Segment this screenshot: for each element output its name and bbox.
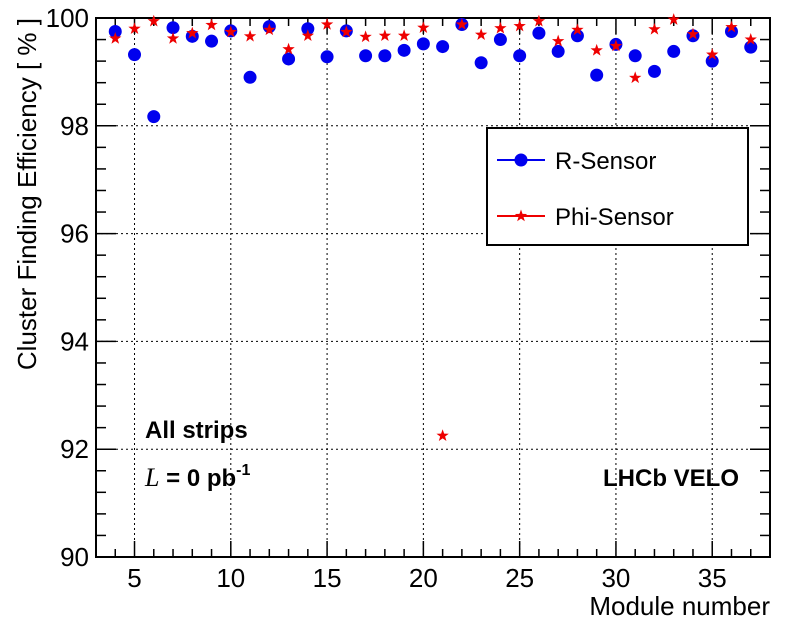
phi-sensor-point (648, 22, 661, 35)
y-axis-label: Cluster Finding Efficiency [ % ] (12, 18, 42, 370)
phi-sensor-point (629, 71, 642, 84)
y-tick-label: 92 (60, 434, 89, 464)
r-sensor-point (147, 110, 161, 124)
r-sensor-point (628, 49, 642, 63)
phi-sensor-point (590, 43, 603, 56)
r-sensor-point (474, 56, 488, 70)
x-tick-label: 20 (409, 563, 438, 593)
y-tick-label: 98 (60, 111, 89, 141)
phi-sensor-point (205, 18, 218, 31)
legend-star-shape (514, 209, 528, 222)
r-sensor-point (397, 43, 411, 57)
phi-sensor-point (744, 33, 757, 45)
y-tick-labels: 90 92 94 96 98 100 (46, 3, 89, 572)
phi-sensor-point (706, 48, 719, 60)
r-sensor-point (570, 29, 584, 43)
x-tick-label: 5 (127, 563, 141, 593)
legend-box (486, 127, 749, 246)
legend-phi-sensor-label: Phi-Sensor (555, 204, 674, 231)
x-tick-label: 30 (601, 563, 630, 593)
x-tick-labels: 5 10 15 20 25 30 35 (127, 563, 726, 593)
y-tick-label: 96 (60, 219, 89, 249)
r-sensor-point (108, 24, 122, 38)
r-sensor-point (128, 48, 142, 62)
r-sensor-point (744, 40, 758, 54)
annotation-luminosity: L = 0 pb-1 (144, 462, 250, 492)
phi-sensor-point (109, 31, 122, 44)
legend-phi-sensor-marker (514, 209, 528, 222)
phi-sensor-point (436, 429, 449, 441)
x-tick-label: 15 (313, 563, 342, 593)
r-sensor-point (416, 37, 430, 51)
annotation-experiment: LHCb VELO (603, 465, 739, 492)
phi-sensor-point (494, 21, 507, 34)
r-sensor-point (493, 33, 507, 47)
phi-sensor-point (243, 29, 257, 42)
phi-sensor-point (725, 20, 738, 33)
x-axis-label: Module number (589, 591, 770, 621)
r-sensor-point (647, 64, 661, 78)
phi-sensor-point (320, 17, 334, 30)
x-tick-label: 25 (505, 563, 534, 593)
phi-sensor-point (263, 23, 276, 36)
phi-sensor-point (455, 17, 469, 30)
r-sensor-point (705, 54, 719, 68)
r-sensor-point (551, 44, 565, 58)
phi-sensor-point (417, 21, 430, 33)
luminosity-symbol: L (144, 463, 159, 492)
phi-sensor-point (340, 25, 353, 38)
r-sensor-point (667, 44, 681, 58)
r-sensor-point (590, 68, 604, 82)
luminosity-exponent: -1 (236, 462, 250, 479)
phi-sensor-point (397, 29, 411, 42)
luminosity-value: = 0 pb (159, 465, 236, 492)
data-points (108, 13, 758, 441)
phi-sensor-point (551, 34, 565, 47)
phi-sensor-point (532, 14, 546, 27)
phi-sensor-point (301, 29, 315, 42)
annotation-all-strips: All strips (145, 417, 248, 444)
y-tick-label: 90 (60, 542, 89, 572)
phi-sensor-point (667, 13, 680, 25)
r-sensor-point (359, 49, 373, 63)
phi-sensor-point (571, 23, 584, 36)
phi-sensor-point (147, 14, 160, 27)
r-sensor-point (301, 22, 315, 36)
r-sensor-point (205, 34, 219, 48)
r-sensor-point (166, 21, 180, 35)
phi-sensor-point (686, 27, 700, 40)
legend: R-Sensor Phi-Sensor (486, 127, 749, 246)
r-sensor-point (532, 26, 546, 40)
r-sensor-point (436, 40, 450, 54)
phi-sensor-point (359, 30, 372, 43)
r-sensor-point (378, 49, 392, 63)
phi-sensor-point (609, 39, 623, 52)
r-sensor-point (513, 49, 527, 63)
phi-sensor-point (513, 19, 526, 32)
legend-r-sensor-marker (514, 153, 528, 167)
phi-sensor-point (224, 25, 237, 38)
phi-sensor-point (186, 26, 199, 39)
r-sensor-point (282, 52, 296, 66)
phi-sensor-point (166, 31, 180, 44)
r-sensor-point (243, 70, 257, 84)
phi-sensor-point (378, 29, 392, 42)
x-tick-label: 10 (216, 563, 245, 593)
y-tick-label: 100 (46, 3, 89, 33)
phi-sensor-point (128, 22, 141, 35)
legend-r-sensor-label: R-Sensor (555, 148, 656, 175)
r-sensor-point (320, 50, 334, 64)
plot-frame (95, 17, 771, 558)
r-sensor-point (724, 24, 738, 38)
y-tick-label: 94 (60, 326, 89, 356)
phi-sensor-point (282, 42, 295, 55)
x-tick-label: 35 (698, 563, 727, 593)
phi-sensor-point (474, 28, 488, 40)
